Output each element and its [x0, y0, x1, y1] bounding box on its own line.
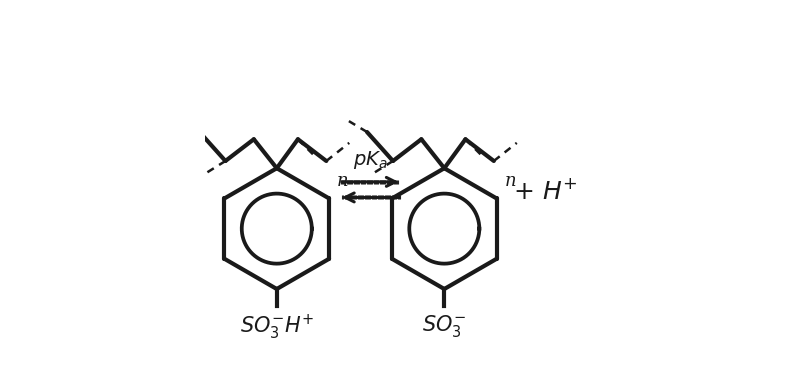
Text: n: n [505, 172, 516, 190]
Text: $\mathit{+\ H^{+}}$: $\mathit{+\ H^{+}}$ [514, 179, 578, 204]
Text: $\mathit{SO_3^{-}}$: $\mathit{SO_3^{-}}$ [423, 313, 467, 339]
Text: $\mathit{SO_3^{-}H^{+}}$: $\mathit{SO_3^{-}H^{+}}$ [240, 313, 314, 342]
Text: $\mathit{pK_a}$: $\mathit{pK_a}$ [353, 149, 388, 170]
Text: n: n [337, 172, 349, 190]
